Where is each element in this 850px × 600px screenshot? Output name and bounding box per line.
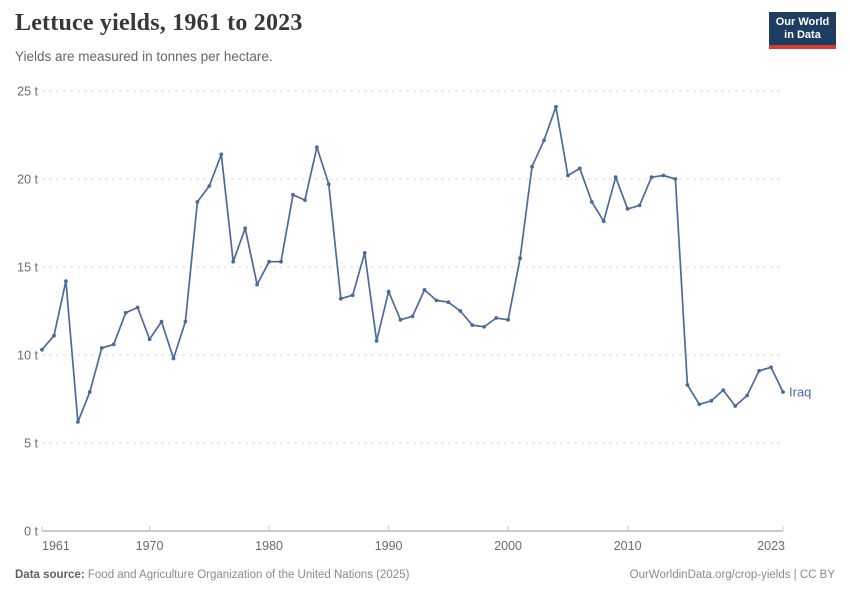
data-point[interactable] (733, 404, 738, 408)
data-point[interactable] (649, 175, 654, 180)
page-title: Lettuce yields, 1961 to 2023 (15, 10, 303, 36)
data-point[interactable] (195, 200, 200, 204)
data-point[interactable] (542, 138, 546, 143)
data-point[interactable] (350, 293, 355, 298)
data-point[interactable] (159, 319, 164, 324)
data-point[interactable] (422, 288, 427, 292)
x-tick-label: 2023 (757, 539, 785, 553)
data-point[interactable] (769, 365, 773, 370)
owid-logo[interactable]: Our World in Data (769, 12, 836, 49)
data-point[interactable] (554, 104, 558, 109)
y-axis-labels: 0 t 5 t 10 t 15 t 20 t 25 t (17, 85, 38, 539)
data-point[interactable] (530, 164, 534, 169)
data-point[interactable] (362, 251, 367, 255)
x-tick-label: 1990 (375, 539, 403, 553)
data-point[interactable] (625, 207, 630, 211)
y-tick-label: 10 t (17, 349, 38, 363)
data-point[interactable] (506, 317, 510, 322)
data-point[interactable] (446, 300, 451, 305)
owid-logo-line2: in Data (784, 29, 821, 41)
data-point[interactable] (171, 356, 176, 361)
data-point[interactable] (721, 388, 726, 393)
data-point[interactable] (697, 402, 702, 407)
x-tick-label: 1970 (136, 539, 164, 553)
chart-subtitle: Yields are measured in tonnes per hectar… (15, 49, 273, 64)
data-point[interactable] (87, 390, 92, 394)
data-point[interactable] (183, 319, 188, 324)
data-point[interactable] (470, 323, 475, 327)
data-point[interactable] (64, 279, 68, 283)
data-point[interactable] (243, 226, 248, 231)
data-source-label: Data source: (15, 569, 85, 581)
series-line-iraq[interactable] (41, 105, 784, 423)
data-point[interactable] (99, 346, 104, 350)
x-axis-labels: 1961 1970 1980 1990 2000 2010 2023 (42, 539, 785, 553)
x-tick-label: 2000 (494, 539, 522, 553)
data-point[interactable] (434, 298, 439, 303)
footer-citation-link[interactable]: OurWorldinData.org/crop-yields | CC BY (629, 569, 835, 581)
data-point[interactable] (326, 182, 331, 187)
data-point[interactable] (577, 166, 582, 171)
data-point[interactable] (147, 337, 152, 342)
x-tick-label: 2010 (614, 539, 642, 553)
data-point[interactable] (494, 316, 499, 320)
y-tick-label: 25 t (17, 85, 38, 99)
data-point[interactable] (685, 383, 690, 387)
data-source-text: Food and Agriculture Organization of the… (87, 569, 410, 581)
data-point[interactable] (303, 198, 307, 203)
data-point[interactable] (410, 314, 415, 319)
series-markers-iraq (40, 104, 785, 424)
x-tick-label: 1961 (42, 539, 70, 553)
data-point[interactable] (40, 347, 44, 352)
data-point[interactable] (673, 177, 678, 181)
owid-logo-line1: Our World (775, 16, 830, 28)
x-axis (41, 526, 784, 532)
data-point[interactable] (338, 296, 343, 301)
data-point[interactable] (482, 324, 487, 329)
data-point[interactable] (757, 368, 761, 373)
y-tick-label: 5 t (24, 437, 38, 451)
y-tick-label: 15 t (17, 261, 38, 275)
data-point[interactable] (745, 393, 749, 398)
data-point[interactable] (111, 342, 116, 347)
data-point[interactable] (386, 289, 391, 294)
data-point[interactable] (781, 390, 785, 394)
data-point[interactable] (661, 173, 666, 178)
series-label-iraq[interactable]: Iraq (789, 384, 811, 399)
data-point[interactable] (374, 339, 379, 343)
chart-footer: Data source: Food and Agriculture Organi… (15, 568, 835, 583)
data-source: Data source: Food and Agriculture Organi… (15, 568, 409, 583)
y-tick-label: 0 t (24, 525, 38, 539)
data-point[interactable] (458, 309, 463, 313)
y-gridlines (42, 90, 783, 444)
data-point[interactable] (398, 317, 403, 322)
data-point[interactable] (219, 152, 224, 157)
data-point[interactable] (135, 305, 140, 310)
data-point[interactable] (52, 333, 56, 338)
x-tick-label: 1980 (255, 539, 283, 553)
data-point[interactable] (709, 398, 714, 403)
data-point[interactable] (207, 184, 212, 188)
data-point[interactable] (291, 192, 295, 197)
data-point[interactable] (589, 200, 594, 204)
data-point[interactable] (255, 282, 259, 287)
data-point[interactable] (315, 145, 319, 150)
data-point[interactable] (279, 259, 283, 264)
data-point[interactable] (123, 310, 128, 315)
data-point[interactable] (76, 420, 80, 424)
data-point[interactable] (231, 259, 236, 264)
data-point[interactable] (566, 173, 570, 178)
data-point[interactable] (518, 256, 522, 261)
y-tick-label: 20 t (17, 173, 38, 187)
data-point[interactable] (601, 219, 606, 224)
data-point[interactable] (613, 175, 618, 180)
data-point[interactable] (267, 259, 271, 264)
data-point[interactable] (637, 203, 642, 208)
